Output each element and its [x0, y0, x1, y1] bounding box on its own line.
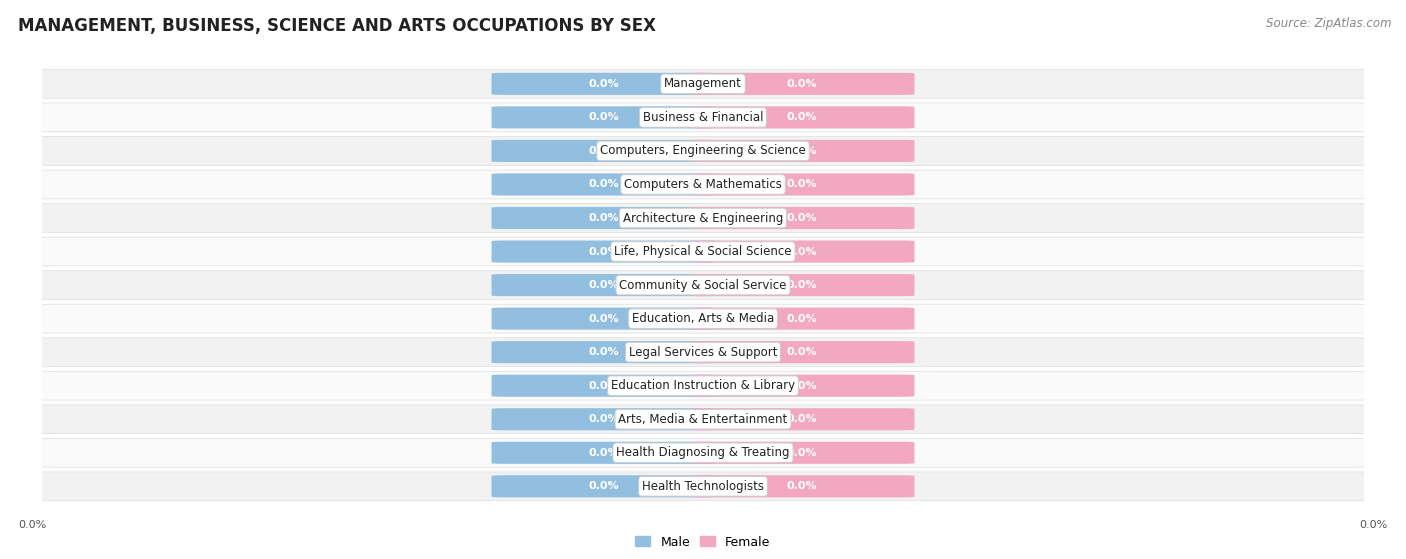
FancyBboxPatch shape	[690, 140, 914, 162]
FancyBboxPatch shape	[492, 140, 716, 162]
Text: Arts, Media & Entertainment: Arts, Media & Entertainment	[619, 413, 787, 426]
FancyBboxPatch shape	[690, 207, 914, 229]
Text: 0.0%: 0.0%	[589, 280, 619, 290]
FancyBboxPatch shape	[492, 73, 716, 95]
Text: Business & Financial: Business & Financial	[643, 111, 763, 124]
Text: 0.0%: 0.0%	[589, 481, 619, 491]
FancyBboxPatch shape	[690, 408, 914, 430]
FancyBboxPatch shape	[690, 475, 914, 498]
Text: 0.0%: 0.0%	[787, 213, 817, 223]
Text: 0.0%: 0.0%	[589, 448, 619, 458]
FancyBboxPatch shape	[30, 237, 1376, 266]
FancyBboxPatch shape	[30, 69, 1376, 98]
Text: 0.0%: 0.0%	[787, 179, 817, 190]
Text: 0.0%: 0.0%	[787, 448, 817, 458]
Text: 0.0%: 0.0%	[589, 381, 619, 391]
Text: 0.0%: 0.0%	[787, 381, 817, 391]
Text: 0.0%: 0.0%	[787, 146, 817, 156]
FancyBboxPatch shape	[30, 304, 1376, 333]
FancyBboxPatch shape	[30, 170, 1376, 199]
FancyBboxPatch shape	[30, 103, 1376, 132]
FancyBboxPatch shape	[492, 106, 716, 129]
FancyBboxPatch shape	[690, 274, 914, 296]
FancyBboxPatch shape	[30, 271, 1376, 300]
Text: 0.0%: 0.0%	[787, 280, 817, 290]
Text: Source: ZipAtlas.com: Source: ZipAtlas.com	[1267, 17, 1392, 30]
FancyBboxPatch shape	[492, 207, 716, 229]
Text: Education, Arts & Media: Education, Arts & Media	[631, 312, 775, 325]
Text: 0.0%: 0.0%	[589, 79, 619, 89]
FancyBboxPatch shape	[690, 375, 914, 397]
FancyBboxPatch shape	[492, 375, 716, 397]
Text: 0.0%: 0.0%	[787, 247, 817, 257]
Text: 0.0%: 0.0%	[589, 347, 619, 357]
Text: 0.0%: 0.0%	[18, 520, 46, 530]
Text: Computers, Engineering & Science: Computers, Engineering & Science	[600, 144, 806, 158]
Text: 0.0%: 0.0%	[589, 179, 619, 190]
Text: Health Technologists: Health Technologists	[643, 480, 763, 493]
FancyBboxPatch shape	[690, 106, 914, 129]
FancyBboxPatch shape	[30, 338, 1376, 367]
Text: 0.0%: 0.0%	[1360, 520, 1388, 530]
Text: MANAGEMENT, BUSINESS, SCIENCE AND ARTS OCCUPATIONS BY SEX: MANAGEMENT, BUSINESS, SCIENCE AND ARTS O…	[18, 17, 657, 35]
Text: Architecture & Engineering: Architecture & Engineering	[623, 211, 783, 225]
Text: 0.0%: 0.0%	[589, 247, 619, 257]
FancyBboxPatch shape	[492, 475, 716, 498]
FancyBboxPatch shape	[690, 307, 914, 330]
Text: 0.0%: 0.0%	[787, 414, 817, 424]
FancyBboxPatch shape	[30, 371, 1376, 400]
Text: Management: Management	[664, 77, 742, 91]
Text: 0.0%: 0.0%	[589, 414, 619, 424]
Text: 0.0%: 0.0%	[589, 146, 619, 156]
Text: 0.0%: 0.0%	[589, 314, 619, 324]
FancyBboxPatch shape	[30, 405, 1376, 434]
Text: Computers & Mathematics: Computers & Mathematics	[624, 178, 782, 191]
Text: 0.0%: 0.0%	[787, 347, 817, 357]
Text: Education Instruction & Library: Education Instruction & Library	[612, 379, 794, 392]
Text: Legal Services & Support: Legal Services & Support	[628, 345, 778, 359]
Legend: Male, Female: Male, Female	[630, 530, 776, 553]
Text: 0.0%: 0.0%	[589, 213, 619, 223]
Text: 0.0%: 0.0%	[787, 481, 817, 491]
FancyBboxPatch shape	[690, 173, 914, 196]
Text: 0.0%: 0.0%	[787, 79, 817, 89]
Text: 0.0%: 0.0%	[787, 112, 817, 122]
Text: Health Diagnosing & Treating: Health Diagnosing & Treating	[616, 446, 790, 459]
FancyBboxPatch shape	[690, 442, 914, 464]
FancyBboxPatch shape	[690, 240, 914, 263]
Text: 0.0%: 0.0%	[787, 314, 817, 324]
Text: 0.0%: 0.0%	[589, 112, 619, 122]
Text: Community & Social Service: Community & Social Service	[619, 278, 787, 292]
FancyBboxPatch shape	[492, 173, 716, 196]
FancyBboxPatch shape	[492, 408, 716, 430]
FancyBboxPatch shape	[690, 341, 914, 363]
FancyBboxPatch shape	[492, 307, 716, 330]
FancyBboxPatch shape	[30, 203, 1376, 233]
FancyBboxPatch shape	[30, 472, 1376, 501]
FancyBboxPatch shape	[492, 341, 716, 363]
Text: Life, Physical & Social Science: Life, Physical & Social Science	[614, 245, 792, 258]
FancyBboxPatch shape	[492, 240, 716, 263]
FancyBboxPatch shape	[30, 136, 1376, 165]
FancyBboxPatch shape	[492, 274, 716, 296]
FancyBboxPatch shape	[690, 73, 914, 95]
FancyBboxPatch shape	[30, 438, 1376, 467]
FancyBboxPatch shape	[492, 442, 716, 464]
